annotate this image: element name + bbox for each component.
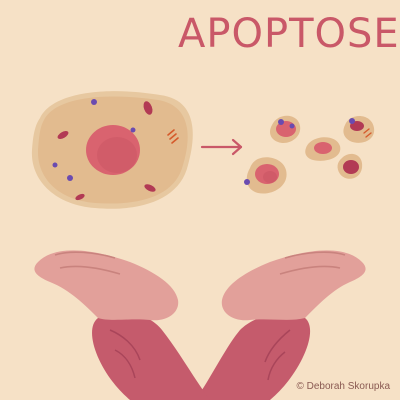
sleeve-left	[92, 312, 210, 400]
organelle	[57, 131, 69, 139]
apoptotic-body	[343, 115, 375, 143]
hand-left	[34, 250, 179, 321]
page-title: APOPTOSE	[178, 11, 400, 57]
sleeve-folds	[109, 329, 291, 381]
vesicle	[130, 127, 136, 133]
nucleus-shadow	[97, 137, 137, 173]
healthy-cell	[31, 91, 193, 209]
credit-text: © Deborah Skorupka	[296, 381, 390, 392]
sleeve-right	[195, 313, 311, 400]
organelle	[75, 193, 85, 201]
apoptotic-body	[270, 115, 301, 144]
vesicle	[91, 99, 97, 105]
organelle	[144, 184, 156, 192]
mitochondria	[167, 129, 179, 144]
vesicle	[52, 162, 58, 168]
nucleus	[86, 125, 140, 175]
apoptotic-body	[244, 157, 287, 194]
vesicle	[67, 175, 73, 181]
hand-right	[221, 250, 366, 321]
apoptotic-body	[337, 153, 363, 179]
organelle	[143, 101, 153, 115]
arrow-right-icon	[200, 138, 243, 156]
crossed-hands	[34, 250, 366, 400]
apoptotic-body	[305, 137, 341, 161]
apoptotic-bodies	[244, 115, 375, 194]
